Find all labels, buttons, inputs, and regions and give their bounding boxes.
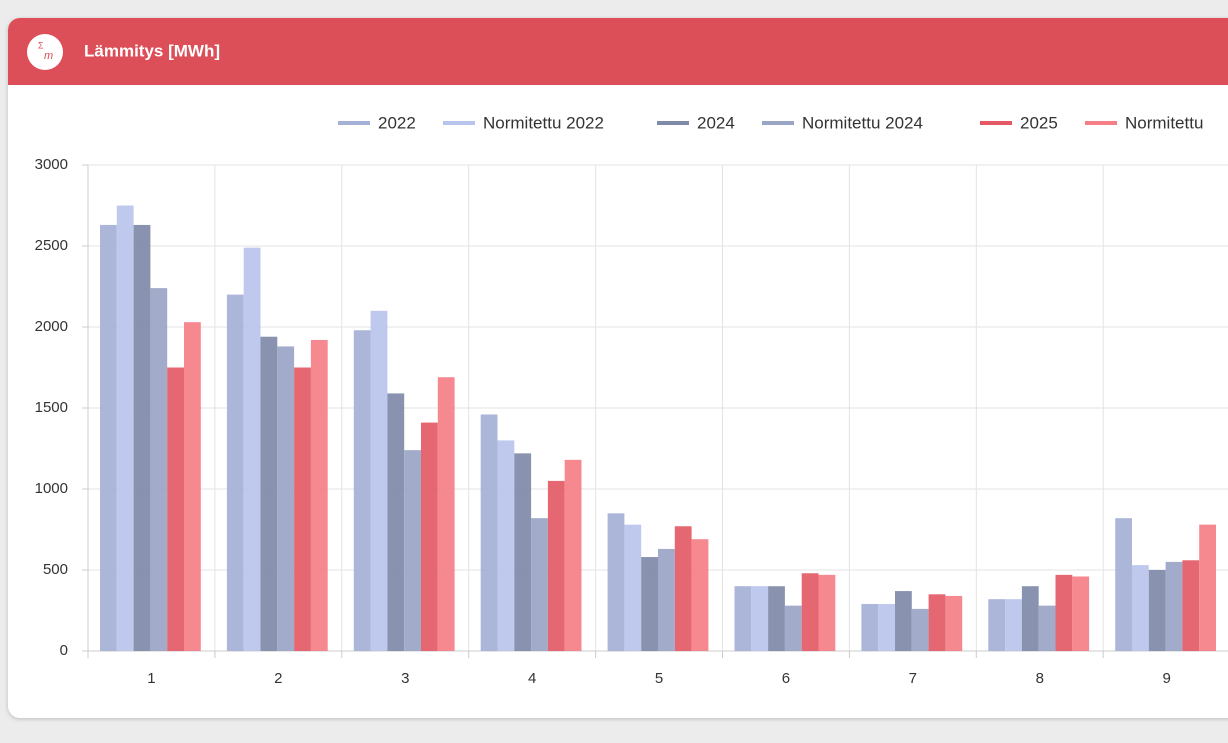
bar [421, 422, 438, 651]
x-tick-label: 8 [1036, 670, 1044, 687]
legend-label: 2025 [1020, 113, 1058, 132]
bar [1165, 561, 1183, 651]
bar [480, 414, 498, 651]
bar [260, 336, 278, 651]
bar [945, 595, 963, 651]
bar [1072, 576, 1090, 651]
bar [437, 377, 455, 651]
bar [116, 205, 134, 651]
y-tick-label: 1000 [35, 480, 68, 497]
x-tick-label: 1 [147, 670, 155, 687]
x-tick-label: 6 [782, 670, 790, 687]
legend-label: 2022 [378, 113, 416, 132]
bar [784, 605, 802, 651]
icon-glyph: Σ [38, 40, 44, 50]
bar [1021, 586, 1039, 651]
bar [547, 480, 565, 651]
bar [607, 513, 625, 651]
header-icon [27, 34, 63, 70]
chart-title: Lämmitys [MWh] [84, 41, 220, 60]
bar [277, 346, 295, 651]
x-tick-label: 3 [401, 670, 409, 687]
bar [988, 599, 1006, 651]
bar [226, 294, 244, 651]
bar [1182, 560, 1200, 651]
card-header [8, 18, 1228, 85]
bar [1132, 565, 1149, 651]
bar [641, 557, 658, 651]
bar [658, 548, 675, 651]
bar [167, 367, 184, 651]
y-tick-label: 2000 [35, 318, 68, 335]
bar [243, 247, 261, 651]
bar [564, 459, 582, 651]
x-tick-label: 7 [909, 670, 917, 687]
bar [353, 330, 371, 651]
bar [1148, 570, 1166, 651]
icon-glyph: m [44, 50, 53, 62]
x-tick-label: 2 [274, 670, 282, 687]
y-tick-label: 0 [60, 642, 68, 659]
y-tick-label: 500 [43, 561, 68, 578]
bar [1115, 518, 1132, 651]
bar [818, 574, 836, 651]
y-tick-label: 3000 [35, 156, 68, 173]
bar [911, 608, 929, 651]
bar [1005, 599, 1022, 651]
bar [801, 573, 819, 651]
x-tick-label: 5 [655, 670, 663, 687]
legend-label: Normitettu 2024 [802, 113, 923, 132]
legend-label: 2024 [697, 113, 735, 132]
legend-label: Normitettu 2022 [483, 113, 604, 132]
bar [1038, 605, 1056, 651]
bar [861, 604, 879, 651]
bar [150, 288, 168, 651]
bar [370, 310, 388, 651]
y-tick-label: 2500 [35, 237, 68, 254]
bar [133, 224, 151, 651]
bar [294, 367, 311, 651]
bar [768, 586, 785, 651]
bar [184, 322, 201, 651]
bar [514, 453, 532, 651]
bar [497, 440, 515, 651]
bar [928, 594, 946, 651]
bar [878, 604, 895, 651]
x-tick-label: 4 [528, 670, 536, 687]
bar [531, 518, 548, 651]
bar [387, 393, 405, 651]
legend-label: Normitettu [1125, 113, 1203, 132]
bar [674, 526, 692, 651]
bar [1055, 574, 1073, 651]
bar [1199, 524, 1216, 651]
bar [404, 450, 421, 651]
x-tick-label: 9 [1162, 670, 1170, 687]
bar [100, 224, 117, 651]
bar [895, 591, 912, 651]
bar [624, 524, 642, 651]
bar [734, 586, 752, 651]
bar [310, 339, 328, 651]
bar [751, 586, 769, 651]
y-tick-label: 1500 [35, 399, 68, 416]
bar [691, 539, 709, 651]
